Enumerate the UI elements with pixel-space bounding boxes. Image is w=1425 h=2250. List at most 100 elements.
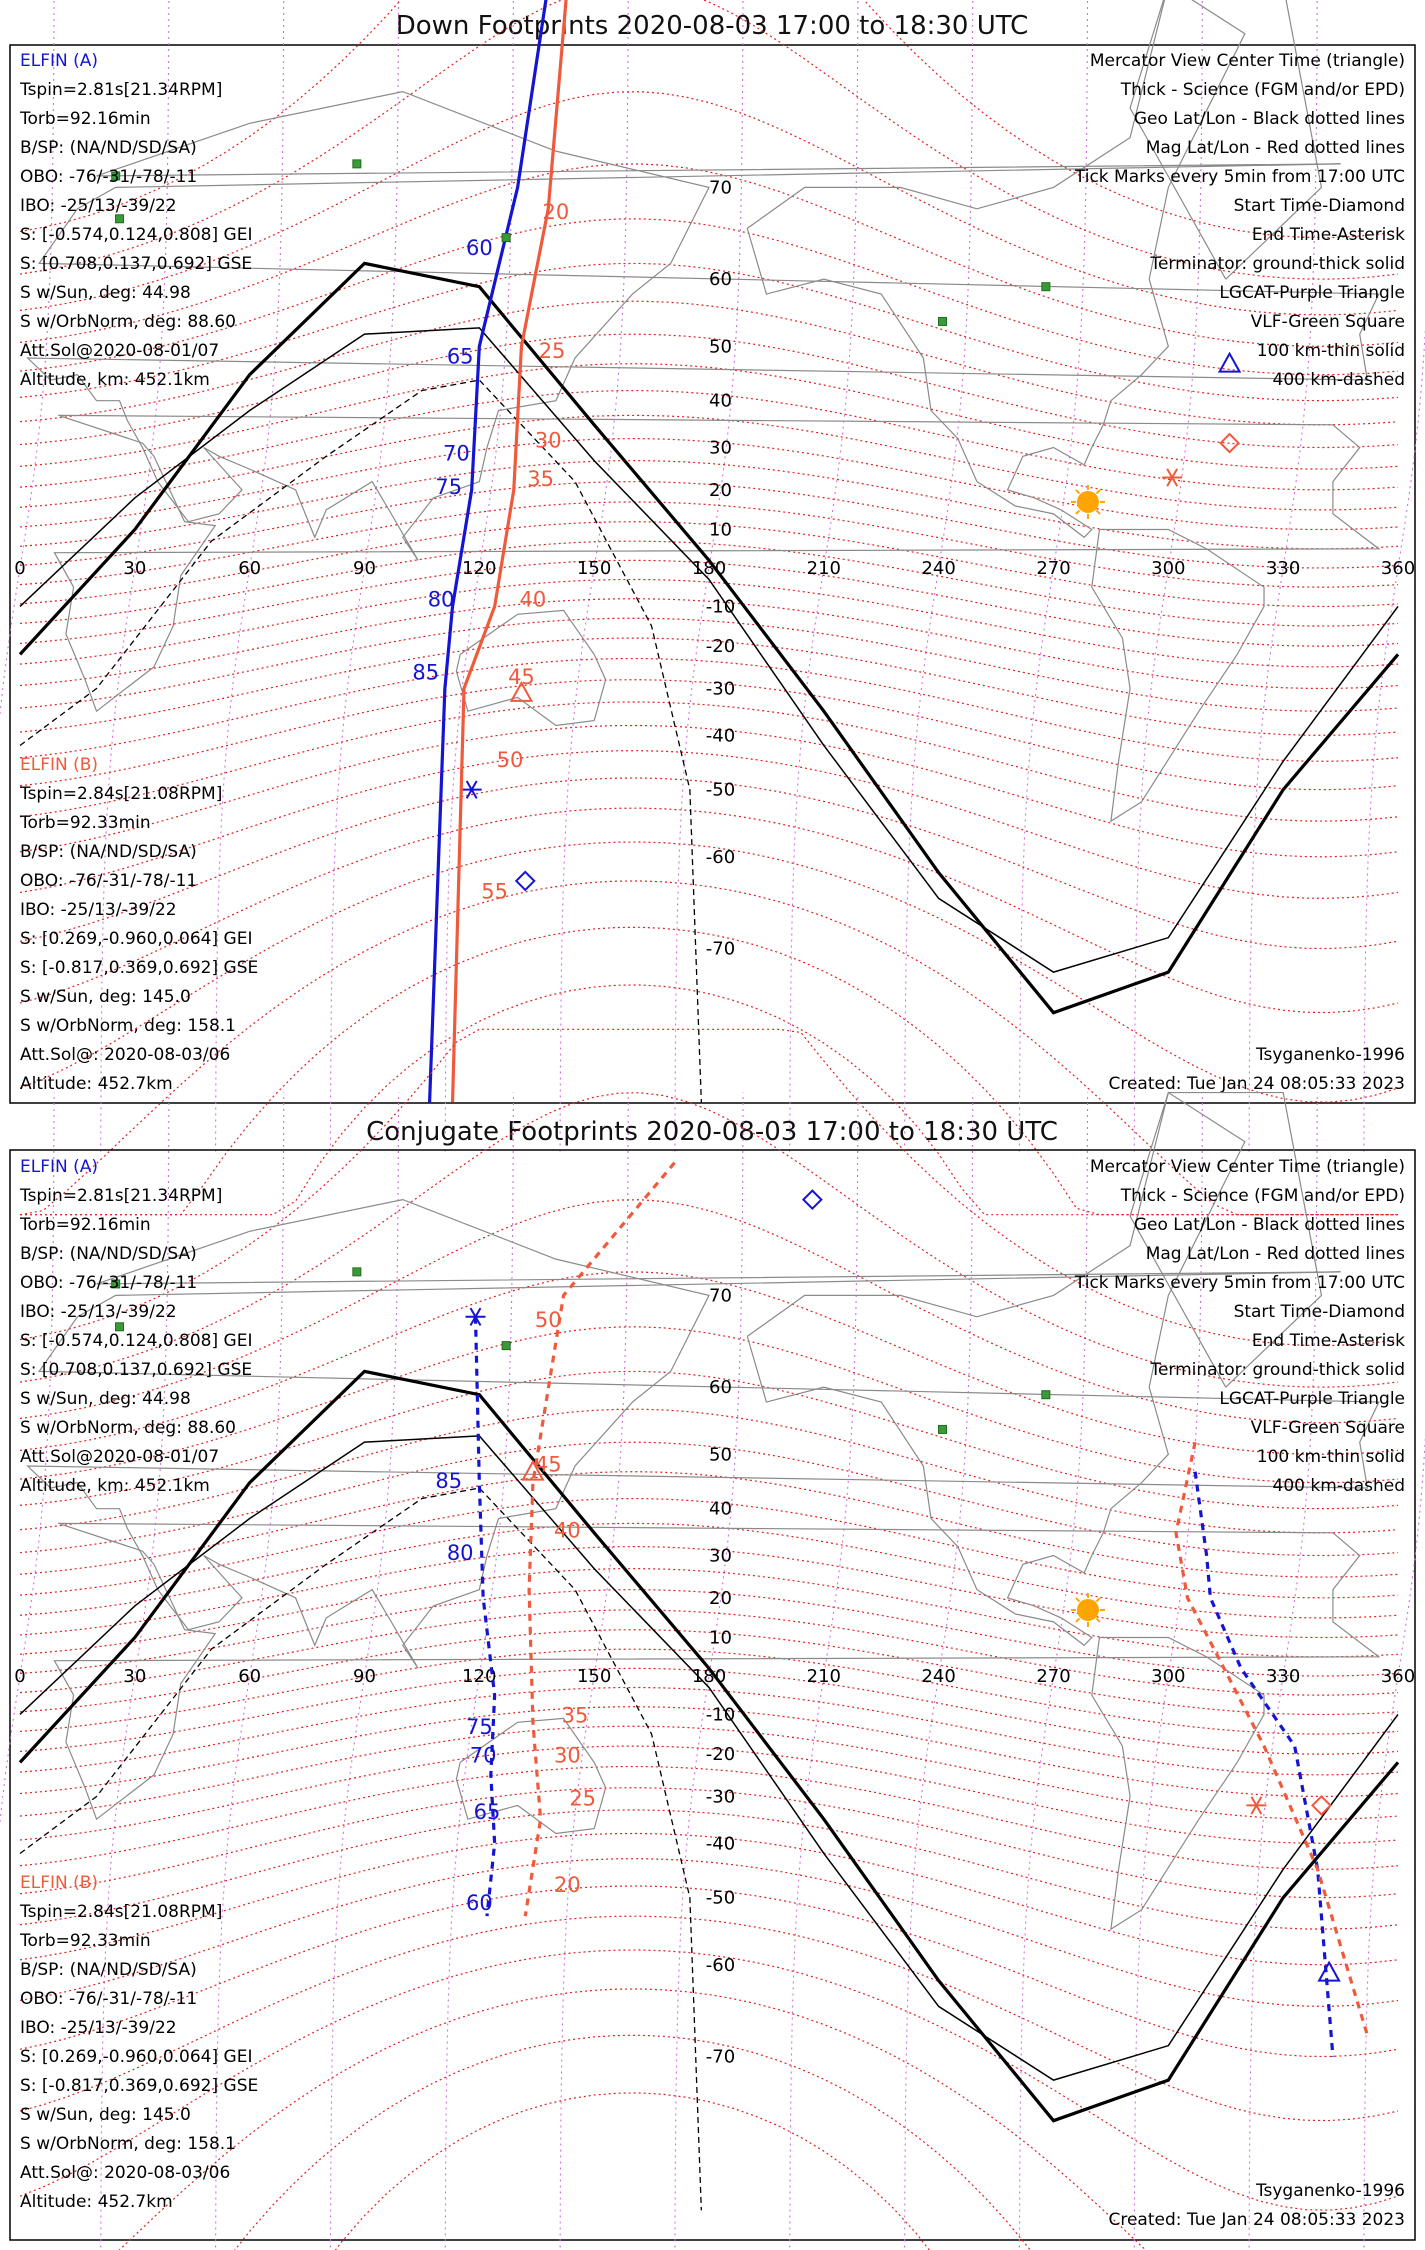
info-line: S: [0.708,0.137,0.692] GSE: [20, 254, 252, 274]
footprint-track: [450, 0, 568, 1103]
track-tick-label: 65: [447, 345, 474, 369]
sun-ray: [1075, 509, 1081, 515]
coastline: [1129, 0, 1323, 280]
y-tick-label: -10: [706, 1704, 735, 1725]
info-line: Altitude, km: 452.1km: [20, 1476, 210, 1496]
footprint-track: [1174, 1441, 1369, 2036]
track-tick-label: 25: [569, 1786, 596, 1810]
legend-line: Mercator View Center Time (triangle): [1090, 51, 1405, 71]
mag-lat-line: [19, 880, 1398, 1216]
footprint-tracks: 60 65 70 75 80 85 20 25 30 35 40 45 50 55: [412, 0, 1242, 1103]
terminator-400km: [19, 1487, 702, 2211]
terminator-100km: [19, 1435, 1399, 2081]
info-line: B/SP: (NA/ND/SD/SA): [20, 1244, 197, 1264]
terminator-ground: [18, 261, 1400, 1015]
vlf-site-marker: [1041, 1390, 1051, 1400]
info-line: S w/Sun, deg: 44.98: [20, 283, 191, 303]
start-diamond-marker: [801, 1189, 823, 1211]
x-tick-label: 240: [921, 1666, 955, 1687]
mag-lat-line: [19, 1568, 1399, 1658]
legend-line: Mercator View Center Time (triangle): [1090, 1157, 1405, 1177]
mag-lat-line: [19, 1765, 1399, 1870]
elfin-a-info: ELFIN (A) Tspin=2.81s[21.34RPM] Torb=92.…: [19, 1157, 252, 1496]
y-tick-label: 30: [709, 438, 732, 459]
mag-lat-line: [19, 701, 1399, 822]
mag-lat-line: [19, 1648, 1399, 1735]
x-tick-label: 300: [1151, 558, 1185, 579]
terminator-100km: [19, 327, 1399, 973]
track-tick-label: 75: [466, 1715, 493, 1739]
legend-line: LGCAT-Purple Triangle: [1219, 283, 1405, 303]
info-line: Altitude: 452.7km: [20, 2192, 173, 2212]
info-line: IBO: -25/13/-39/22: [20, 1302, 177, 1322]
down-footprints-panel: Down Footprints 2020-08-03 17:00 to 18:3…: [0, 0, 1425, 1216]
mag-lat-line: [19, 724, 1399, 858]
y-tick-label: -60: [706, 847, 735, 868]
info-line: S w/Sun, deg: 145.0: [20, 2105, 191, 2125]
info-line: S w/OrbNorm, deg: 88.60: [20, 312, 236, 332]
track-tick-label: 85: [435, 1469, 462, 1493]
legend-line: 400 km-dashed: [1273, 1476, 1405, 1496]
track-tick-label: 80: [447, 1541, 474, 1565]
sun-icon: [1076, 490, 1099, 513]
legend-line: Start Time-Diamond: [1234, 1302, 1405, 1322]
center-triangle-marker: [521, 1459, 545, 1481]
x-tick-label: 300: [1151, 1666, 1185, 1687]
vlf-site-marker: [937, 316, 947, 326]
info-line: Altitude, km: 452.1km: [20, 370, 210, 390]
y-tick-label: -30: [706, 678, 735, 699]
track-tick-label: 70: [470, 1743, 497, 1767]
info-line: S: [0.269,-0.960,0.064] GEI: [20, 929, 252, 949]
legend-line: Start Time-Diamond: [1234, 196, 1405, 216]
track-tick-label: 85: [412, 661, 439, 685]
sun-icon: [1076, 1598, 1099, 1621]
mag-lat-line: [19, 1609, 1399, 1696]
mag-lat-line: [118, 1988, 1147, 2250]
coastline: [53, 1522, 1381, 1821]
x-tick-label: 330: [1266, 558, 1300, 579]
end-asterisk-marker: [1166, 468, 1179, 487]
y-tick-label: 20: [709, 1588, 732, 1609]
y-tick-label: 70: [709, 177, 732, 198]
track-tick-label: 55: [481, 879, 508, 903]
mag-lat-line: [19, 598, 1399, 690]
chart-title: Down Footprints 2020-08-03 17:00 to 18:3…: [396, 11, 1029, 41]
mag-grid-lines: [19, 1028, 1399, 2250]
legend: Mercator View Center Time (triangle) Thi…: [1074, 51, 1405, 390]
plot-frame: [9, 44, 1416, 1104]
legend-line: Thick - Science (FGM and/or EPD): [1120, 80, 1405, 100]
y-tick-label: -20: [706, 1744, 735, 1765]
footprint-track: [1193, 1471, 1335, 2057]
mag-lat-line: [19, 1629, 1399, 1716]
mag-lat-line: [19, 1326, 1399, 1484]
center-triangle-marker: [1217, 351, 1242, 373]
x-tick-label: 120: [462, 1666, 496, 1687]
mag-lat-line: [19, 1546, 1399, 1639]
terminator-ground: [18, 1369, 1400, 2123]
y-tick-label: -30: [706, 1786, 735, 1807]
vlf-site-marker: [501, 1341, 511, 1351]
legend-line: End Time-Asterisk: [1252, 1331, 1405, 1351]
mag-lat-line: [19, 262, 1399, 402]
info-line: IBO: -25/13/-39/22: [20, 2018, 177, 2038]
coastline: [1091, 1636, 1265, 1931]
footprint-track: [523, 1161, 676, 1917]
legend-line: 100 km-thin solid: [1257, 1447, 1405, 1467]
info-line: Tspin=2.81s[21.34RPM]: [19, 80, 222, 100]
info-line: OBO: -76/-31/-78/-11: [20, 167, 197, 187]
info-line: Att.Sol@: 2020-08-03/06: [20, 2163, 230, 2183]
track-tick-label: 70: [443, 442, 470, 466]
sun-rays-icon: [1070, 484, 1105, 519]
info-line: OBO: -76/-31/-78/-11: [20, 871, 197, 891]
info-line: S: [0.269,-0.960,0.064] GEI: [20, 2047, 252, 2067]
info-line: Att.Sol@: 2020-08-03/06: [20, 1045, 230, 1065]
mag-lat-line: [19, 1885, 1399, 2058]
coastlines: [26, 1091, 1381, 1931]
legend-line: Tick Marks every 5min from 17:00 UTC: [1074, 1273, 1405, 1293]
y-tick-label: 60: [709, 269, 732, 290]
track-tick-label: 25: [539, 339, 566, 363]
legend-line: Geo Lat/Lon - Black dotted lines: [1134, 1215, 1405, 1235]
x-tick-label: 360: [1381, 558, 1415, 579]
start-diamond-marker: [514, 870, 536, 892]
created-label: Created: Tue Jan 24 08:05:33 2023: [1108, 2210, 1405, 2230]
